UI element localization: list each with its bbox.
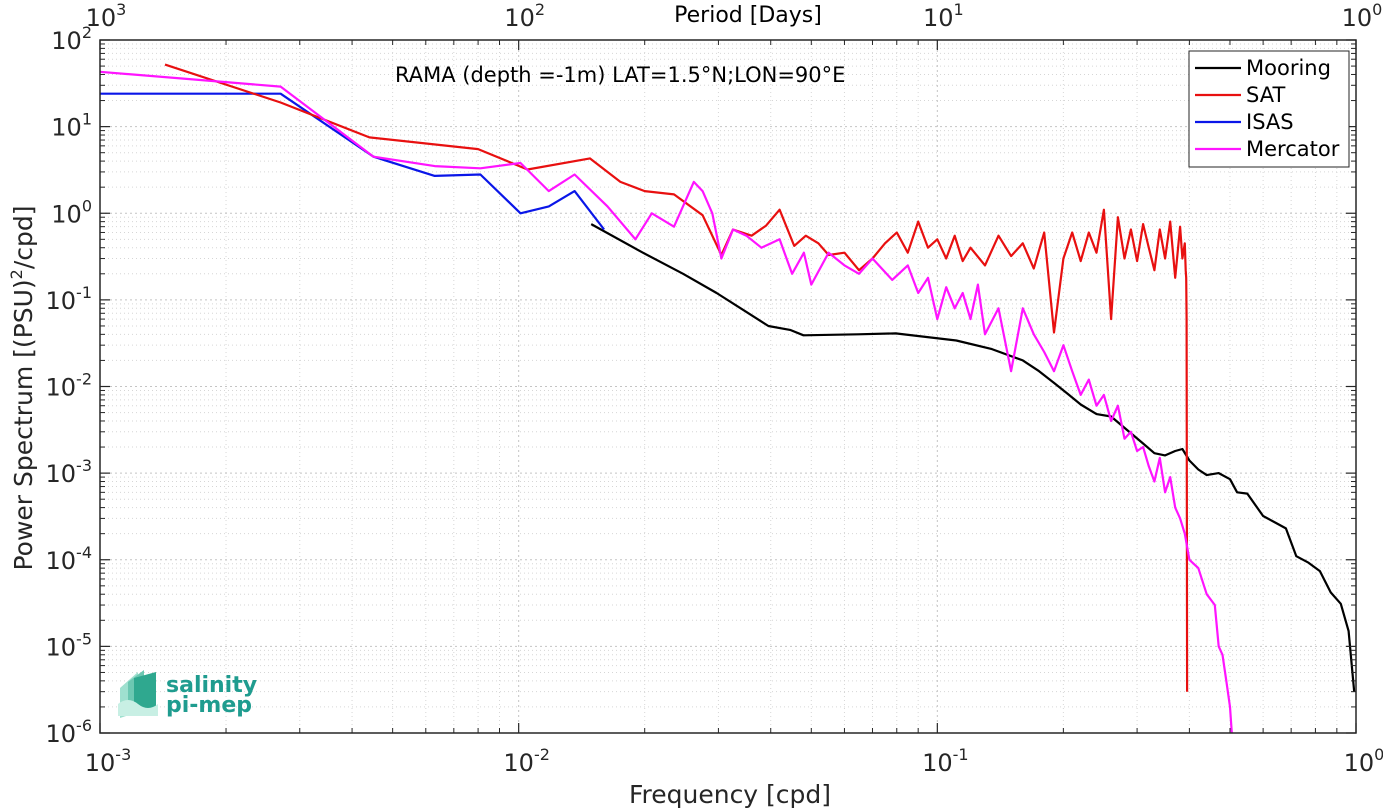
plot-frame [99,39,1357,734]
top-tick-base: 10 [504,4,535,32]
salinity-pi-mep-logo: salinity pi-mep [118,670,257,718]
y-tick-base: 10 [46,633,77,661]
x-axis-label: Frequency [cpd] [629,780,831,809]
legend: Mooring SAT ISAS Mercator [1188,50,1350,168]
y-tick-base: 10 [51,114,82,142]
y-tick-exp: -6 [76,716,92,735]
legend-label-isas: ISAS [1246,110,1294,134]
top-tick-exp: 1 [954,0,964,19]
y-axis-label: Power Spectrum [(PSU)2/cpd] [7,206,38,571]
y-tick-base: 10 [51,200,82,228]
x-tick-exp: -1 [953,745,969,764]
y-tick-exp: -3 [76,456,92,475]
top-tick-label: 101 [923,0,964,32]
x-tick-label: 10-2 [503,745,550,777]
y-tick-base: 10 [51,27,82,55]
y-tick-label: 10-1 [46,283,93,315]
top-tick-exp: 3 [116,0,126,19]
y-axis-label-tail: /cpd] [9,206,38,270]
y-tick-base: 10 [46,720,77,748]
x-tick-base: 10 [85,749,116,777]
legend-items: Mooring SAT ISAS Mercator [1195,56,1340,161]
x-tick-label: 100 [1344,745,1383,777]
legend-label-mercator: Mercator [1246,137,1340,161]
series-layer [100,63,1356,733]
x-tick-base: 10 [503,749,534,777]
top-axis-label: Period [Days] [674,3,822,28]
legend-label-sat: SAT [1246,83,1285,107]
y-tick-label: 10-2 [46,370,93,402]
top-tick-label: 100 [1342,0,1383,32]
y-tick-label: 10-6 [46,716,93,748]
y-tick-base: 10 [46,460,77,488]
y-tick-exp: 1 [82,110,92,129]
y-tick-base: 10 [46,547,77,575]
y-tick-label: 101 [51,110,92,142]
top-tick-base: 10 [1342,4,1373,32]
y-tick-exp: 0 [82,196,92,215]
y-axis-label-sup: 2 [7,269,26,279]
chart-title: RAMA (depth =-1m) LAT=1.5°N;LON=90°E [395,63,845,87]
logo-icon [118,670,158,718]
minor-grid [100,40,1356,733]
top-tick-label: 102 [504,0,545,32]
major-grid [99,39,1357,734]
y-tick-label: 10-4 [46,543,93,575]
y-tick-label: 100 [51,196,92,228]
y-tick-exp: -5 [76,629,92,648]
legend-label-mooring: Mooring [1246,56,1331,80]
x-tick-base: 10 [1344,749,1375,777]
x-tick-base: 10 [922,749,953,777]
series-line-mercator [100,70,1233,733]
y-tick-label: 10-5 [46,629,93,661]
y-axis-label-main: Power Spectrum [(PSU) [9,279,38,570]
logo-line1: salinity [166,673,257,698]
y-tick-label: 102 [51,23,92,55]
y-tick-exp: -2 [76,370,92,389]
x-tick-exp: 0 [1374,745,1383,764]
y-tick-base: 10 [46,287,77,315]
top-tick-base: 10 [86,4,117,32]
y-tick-label: 10-3 [46,456,93,488]
series-line-mooring [590,223,1356,692]
x-tick-label: 10-3 [85,745,132,777]
x-tick-label: 10-1 [922,745,969,777]
top-tick-base: 10 [923,4,954,32]
y-tick-exp: -4 [76,543,92,562]
top-tick-exp: 0 [1372,0,1382,19]
tick-layer [99,39,1357,734]
series-line-sat [164,63,1189,692]
y-tick-base: 10 [46,374,77,402]
series-line-isas [100,92,605,231]
legend-box [1188,50,1350,168]
logo-line2: pi-mep [166,693,252,718]
y-tick-exp: 2 [82,23,92,42]
top-tick-exp: 2 [535,0,545,19]
x-tick-exp: -2 [534,745,550,764]
top-tick-label: 103 [86,0,127,32]
y-tick-exp: -1 [76,283,92,302]
x-tick-exp: -3 [115,745,131,764]
